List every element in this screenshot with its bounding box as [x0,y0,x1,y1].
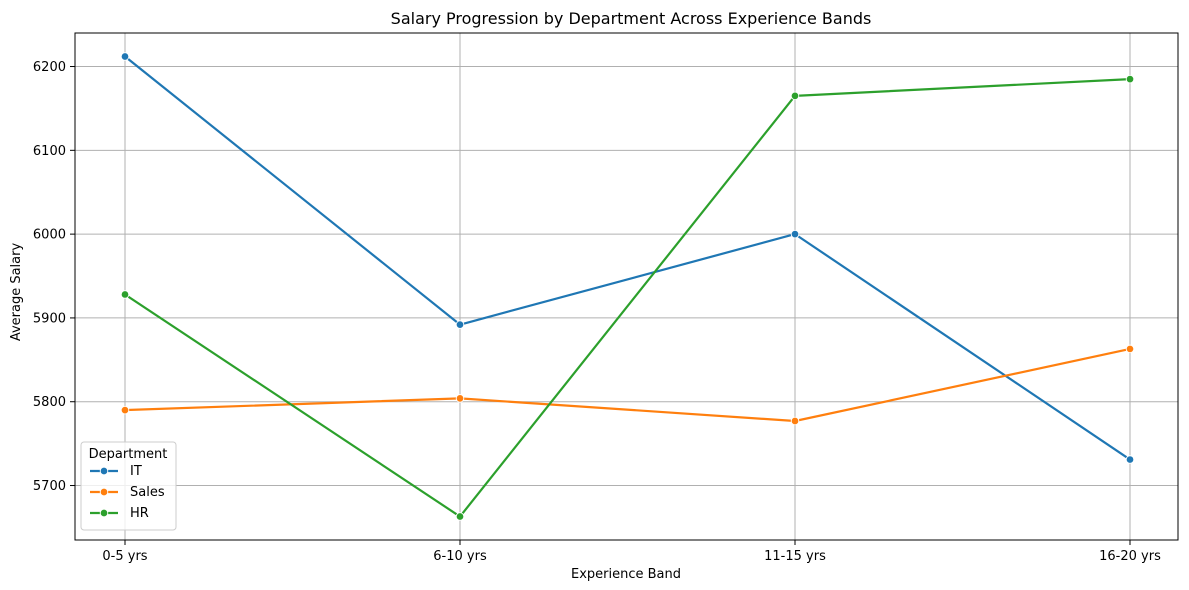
series-it [120,52,1135,464]
grid [75,33,1178,540]
legend-frame [80,441,177,531]
y-tick-label: 6200 [33,60,66,75]
x-tick-label: 0-5 yrs [102,549,147,564]
data-point-it [455,320,465,329]
series-line-hr [123,77,1132,518]
legend: Department IT Sales HR [80,441,177,531]
legend-marker-it [99,466,109,476]
legend-item-it: IT [90,464,142,479]
legend-label-it: IT [130,464,142,479]
plot-frame [74,32,1179,541]
y-tick-label: 6000 [33,228,66,243]
series-hr [120,74,1135,521]
data-point-sales [790,416,800,426]
legend-title: Department [89,447,168,462]
data-point-it [790,229,800,239]
legend-label-sales: Sales [130,485,165,500]
series [120,52,1135,521]
chart-title: Salary Progression by Department Across … [391,9,872,28]
data-point-it [120,52,130,61]
data-point-sales [1125,344,1135,354]
y-tick-label: 6100 [33,144,66,159]
x-axis-ticks: 0-5 yrs 6-10 yrs 11-15 yrs 16-20 yrs [102,540,1161,564]
legend-marker-sales [99,487,109,497]
series-line-it [123,55,1132,461]
data-point-hr [1125,74,1135,84]
y-axis-label: Average Salary [9,243,24,342]
data-point-hr [455,512,465,521]
y-axis-ticks: 5700 5800 5900 6000 6100 6200 [33,60,75,494]
data-point-hr [790,91,800,101]
data-point-it [1125,455,1135,464]
legend-marker-hr [99,508,109,518]
x-tick-label: 6-10 yrs [433,549,487,564]
legend-item-hr: HR [90,506,149,521]
data-point-sales [120,405,130,415]
x-tick-label: 16-20 yrs [1099,549,1161,564]
y-tick-label: 5800 [33,395,66,410]
y-tick-label: 5700 [33,479,66,494]
x-axis-label: Experience Band [571,567,681,582]
legend-label-hr: HR [130,506,149,521]
data-point-hr [120,290,130,299]
y-tick-label: 5900 [33,311,66,326]
x-tick-label: 11-15 yrs [764,549,826,564]
legend-items: IT Sales HR [90,464,165,521]
legend-item-sales: Sales [90,485,165,500]
data-point-sales [455,394,465,403]
